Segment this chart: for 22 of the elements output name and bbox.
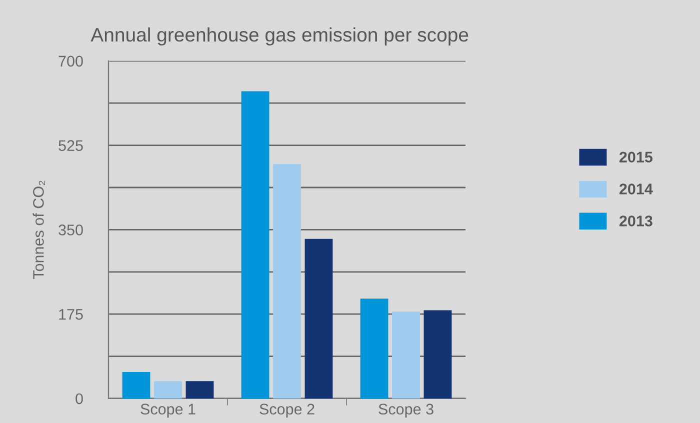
- bar: [122, 372, 150, 398]
- bar: [304, 238, 333, 398]
- x-tick-label: Scope 1: [140, 404, 196, 418]
- legend-label: 2014: [619, 184, 653, 194]
- bar: [241, 91, 270, 398]
- y-tick-label: 525: [58, 140, 83, 151]
- legend-label: 2013: [619, 216, 652, 226]
- x-tick-label: Scope 2: [260, 404, 314, 418]
- x-tick-label: Scope 3: [378, 404, 434, 418]
- y-axis-title: Tonnes of CO₂: [32, 180, 46, 280]
- chart-title: Annual greenhouse gas emission per scope: [90, 27, 468, 46]
- bar: [273, 164, 301, 398]
- legend-label: 2015: [619, 152, 652, 163]
- bar: [154, 381, 182, 398]
- bar: [392, 312, 420, 398]
- bar: [360, 298, 388, 398]
- y-tick-label: 700: [58, 56, 83, 67]
- y-tick-label: 175: [59, 309, 83, 320]
- y-tick-label: 350: [58, 224, 83, 236]
- y-tick-label: 0: [76, 393, 83, 404]
- bar: [186, 381, 214, 398]
- bar: [424, 310, 452, 398]
